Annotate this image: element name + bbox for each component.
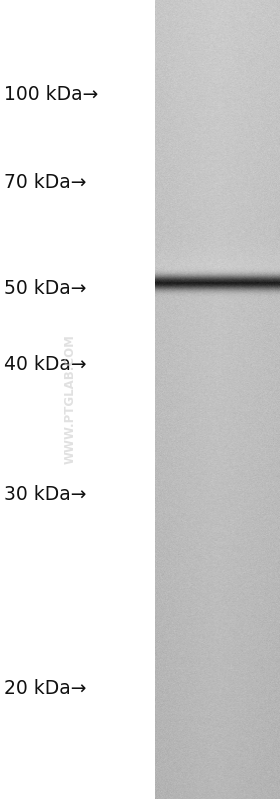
Text: 30 kDa→: 30 kDa→ (4, 486, 87, 504)
Text: 40 kDa→: 40 kDa→ (4, 355, 87, 373)
Text: WWW.PTGLAB.COM: WWW.PTGLAB.COM (63, 335, 76, 464)
Text: 50 kDa→: 50 kDa→ (4, 279, 87, 297)
Text: 70 kDa→: 70 kDa→ (4, 173, 87, 193)
Text: 20 kDa→: 20 kDa→ (4, 678, 87, 698)
Text: 100 kDa→: 100 kDa→ (4, 85, 98, 104)
